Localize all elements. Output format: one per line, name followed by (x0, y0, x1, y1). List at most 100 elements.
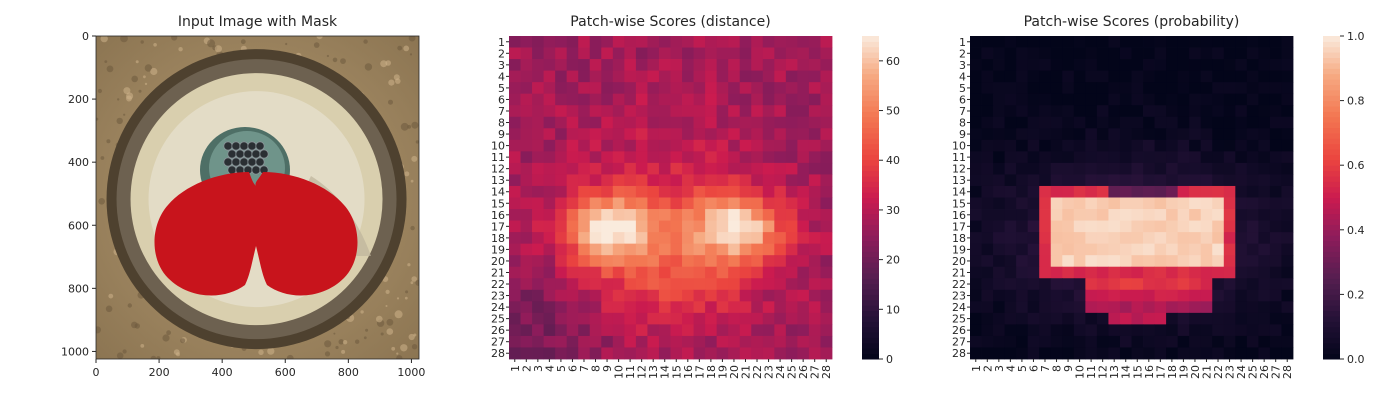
heatmap-cell (1062, 232, 1075, 245)
heatmap-cell (751, 301, 764, 314)
colorbar-segment (1323, 353, 1340, 360)
heatmap-cell (1096, 335, 1109, 348)
heatmap-cell (970, 139, 982, 152)
colorbar-segment (1323, 192, 1340, 198)
heatmap-cell (739, 47, 752, 60)
col-tick-label: 16 (682, 365, 695, 379)
row-tick-label: 5 (498, 82, 505, 95)
heatmap-cell (716, 289, 729, 302)
heatmap-cell (1166, 47, 1179, 60)
texture-speck (408, 36, 416, 42)
heatmap-cell (1004, 185, 1017, 198)
heatmap-cell (1269, 174, 1282, 187)
heatmap-cell (1212, 93, 1225, 106)
row-tick-label: 21 (491, 266, 505, 279)
heatmap-cell (1235, 93, 1248, 106)
heatmap-cell (1131, 232, 1144, 245)
heatmap-cell (1143, 232, 1155, 245)
heatmap-cell (751, 266, 764, 279)
heatmap-cell (981, 324, 994, 337)
heatmap-cell (647, 312, 660, 325)
heatmap-cell (1154, 128, 1167, 141)
heatmap-cell (1269, 243, 1282, 256)
heatmap-cell (1223, 151, 1236, 164)
heatmap-cell (1235, 139, 1248, 152)
colorbar-segment (1323, 278, 1340, 285)
heatmap-cell (555, 59, 568, 72)
heatmap-cell (532, 151, 545, 164)
heatmap-cell (1050, 220, 1063, 233)
heatmap-cell (589, 220, 602, 233)
texture-speck (410, 179, 414, 183)
heatmap-cell (543, 209, 556, 221)
heatmap-cell (785, 151, 798, 164)
heatmap-cell (970, 335, 982, 348)
heatmap-cell (797, 82, 810, 95)
heatmap-cell (1212, 162, 1225, 175)
heatmap-cell (682, 59, 694, 72)
heatmap-cell (635, 116, 648, 129)
heatmap-cell (1062, 162, 1075, 175)
heatmap-cell (1039, 255, 1052, 268)
heatmap-cell (658, 93, 671, 106)
heatmap-cell (624, 105, 637, 118)
heatmap-cell (658, 162, 671, 175)
heatmap-cell (993, 197, 1006, 210)
heatmap-cell (1016, 266, 1029, 279)
heatmap-cell (1200, 128, 1213, 141)
insert-pin (243, 149, 253, 159)
heatmap-cell (1200, 70, 1213, 83)
heatmap-cell (601, 82, 614, 95)
x-tick-label: 1000 (397, 366, 425, 379)
heatmap-cell (993, 301, 1006, 314)
heatmap-cell (1108, 347, 1121, 360)
heatmap-cell (993, 232, 1006, 245)
heatmap-cell (1143, 70, 1155, 83)
heatmap-cell (670, 197, 683, 210)
heatmap-cell (1062, 82, 1075, 95)
colorbar-segment (862, 224, 879, 231)
colorbar-segment (1323, 89, 1340, 96)
heatmap-cell (1050, 255, 1063, 268)
heatmap-cell (578, 36, 591, 48)
heatmap-cell (785, 36, 798, 48)
heatmap-cell (1085, 151, 1098, 164)
heatmap-cell (555, 82, 568, 95)
heatmap-cell (751, 162, 764, 175)
heatmap-cell (728, 82, 741, 95)
heatmap-cell (728, 278, 741, 291)
texture-speck (407, 263, 411, 267)
heatmap-cell (705, 197, 718, 210)
col-tick-label: 26 (797, 365, 810, 379)
col-tick-label: 27 (809, 365, 822, 379)
heatmap-cell (774, 255, 787, 268)
heatmap-cell (693, 266, 706, 279)
heatmap-cell (981, 312, 994, 325)
heatmap-cell (1154, 139, 1167, 152)
heatmap-cell (981, 47, 994, 60)
heatmap-cell (566, 47, 579, 60)
heatmap-cell (981, 220, 994, 233)
heatmap-cell (797, 197, 810, 210)
heatmap-cell (1039, 70, 1052, 83)
heatmap-cell (520, 335, 533, 348)
heatmap-cell (520, 105, 533, 118)
heatmap-cell (693, 70, 706, 83)
heatmap-cell (647, 266, 660, 279)
heatmap-cell (1108, 116, 1121, 129)
heatmap-cell (970, 220, 982, 233)
heatmap-cell (762, 93, 775, 106)
heatmap-cell (751, 197, 764, 210)
colorbar-tick-label: 50 (886, 105, 900, 118)
heatmap-cell (520, 116, 533, 129)
heatmap-cell (1154, 93, 1167, 106)
heatmap-cell (797, 151, 810, 164)
colorbar-segment (862, 278, 879, 285)
heatmap-cell (1177, 82, 1190, 95)
heatmap-cell (1004, 59, 1017, 72)
heatmap-cell (1108, 197, 1121, 210)
col-tick-label: 21 (1200, 365, 1213, 379)
heatmap-cell (693, 82, 706, 95)
texture-speck (240, 39, 246, 45)
heatmap-cell (682, 232, 694, 245)
